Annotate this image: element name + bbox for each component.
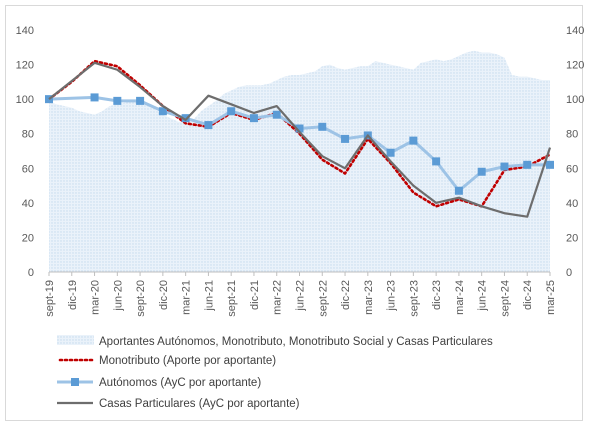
autonomos-marker [295, 124, 304, 133]
y-tick-right: 100 [566, 94, 584, 106]
autonomos-marker [386, 148, 395, 157]
autonomos-marker [454, 186, 463, 195]
area-layer [49, 50, 550, 272]
x-tick-label: dic-24 [522, 280, 534, 310]
autonomos-marker [227, 107, 236, 116]
y-tick-right: 0 [566, 267, 572, 279]
svg-text:Casas Particulares (AyC por ap: Casas Particulares (AyC por aportante) [99, 398, 300, 410]
svg-text:Monotributo (Aporte por aporta: Monotributo (Aporte por aportante) [99, 355, 276, 367]
x-tick-label: dic-23 [431, 280, 443, 310]
x-tick-label: sept-22 [317, 280, 329, 317]
legend-item-autonomos: Autónomos (AyC por aportante) [57, 377, 261, 389]
autonomos-marker [500, 162, 509, 171]
x-tick-label: mar-24 [454, 280, 466, 315]
y-tick-left: 0 [28, 267, 34, 279]
y-tick-left: 140 [16, 25, 34, 37]
svg-text:Aportantes Autónomos, Monotrib: Aportantes Autónomos, Monotributo, Monot… [99, 336, 493, 348]
y-tick-right: 20 [566, 232, 578, 244]
autonomos-marker [546, 160, 554, 169]
x-tick-label: jun-21 [203, 280, 215, 312]
legend: Aportantes Autónomos, Monotributo, Monot… [57, 335, 493, 410]
x-tick-label: mar-23 [363, 280, 375, 315]
autonomos-marker [90, 93, 99, 102]
legend-item-monotributo: Monotributo (Aporte por aportante) [58, 355, 276, 367]
x-tick-label: mar-20 [90, 280, 102, 315]
autonomos-marker [181, 114, 190, 123]
y-tick-left: 100 [16, 94, 34, 106]
autonomos-marker [523, 160, 532, 169]
x-tick-label: sept-19 [44, 280, 56, 317]
series-autonomos-line [48, 95, 550, 193]
autonomos-marker [113, 96, 122, 105]
series-casas-particulares-line [48, 61, 552, 218]
x-tick-label: jun-23 [386, 280, 398, 312]
axis-layer: 0 0 20 20 40 40 60 60 80 80 100 100 120 120 140 140 sept… [16, 25, 585, 317]
x-tick-label: dic-21 [249, 280, 261, 310]
legend-item-aportantes: Aportantes Autónomos, Monotributo, Monot… [57, 335, 493, 348]
autonomos-marker [432, 157, 441, 166]
autonomos-marker [341, 134, 350, 143]
autonomos-marker [158, 107, 167, 116]
y-tick-right: 140 [566, 25, 584, 37]
y-tick-right: 80 [566, 129, 578, 141]
x-tick-label: sept-21 [226, 280, 238, 317]
autonomos-marker [318, 122, 327, 131]
x-tick-label: sept-20 [135, 280, 147, 317]
y-tick-right: 120 [566, 60, 584, 72]
x-tick-label: dic-19 [67, 280, 79, 310]
svg-text:Autónomos (AyC por aportante): Autónomos (AyC por aportante) [99, 377, 261, 389]
x-tick-label: dic-22 [340, 280, 352, 310]
chart-frame [5, 5, 583, 421]
autonomos-marker [272, 110, 281, 119]
x-tick-label: jun-20 [112, 280, 124, 312]
y-tick-left: 60 [22, 163, 34, 175]
y-tick-left: 120 [16, 60, 34, 72]
y-tick-right: 60 [566, 163, 578, 175]
legend-item-casas-particulares: Casas Particulares (AyC por aportante) [57, 398, 300, 410]
x-tick-label: sept-24 [499, 280, 511, 317]
y-tick-left: 20 [22, 232, 34, 244]
x-tick-label: jun-22 [295, 280, 307, 312]
x-tick-label: mar-21 [181, 280, 193, 315]
autonomos-marker [249, 114, 258, 123]
series-layer [45, 59, 554, 218]
autonomos-marker [477, 167, 486, 176]
x-tick-label: jun-24 [477, 280, 489, 312]
x-tick-label: sept-23 [408, 280, 420, 317]
autonomos-marker [204, 121, 213, 130]
x-tick-label: mar-22 [272, 280, 284, 315]
x-tick-label: mar-25 [545, 280, 557, 315]
area-aportantes [49, 50, 550, 272]
autonomos-marker [136, 96, 145, 105]
x-tick-label: dic-20 [158, 280, 170, 310]
y-tick-left: 40 [22, 198, 34, 210]
autonomos-marker [45, 95, 53, 104]
y-tick-left: 80 [22, 129, 34, 141]
autonomos-marker [409, 136, 418, 145]
y-tick-right: 40 [566, 198, 578, 210]
